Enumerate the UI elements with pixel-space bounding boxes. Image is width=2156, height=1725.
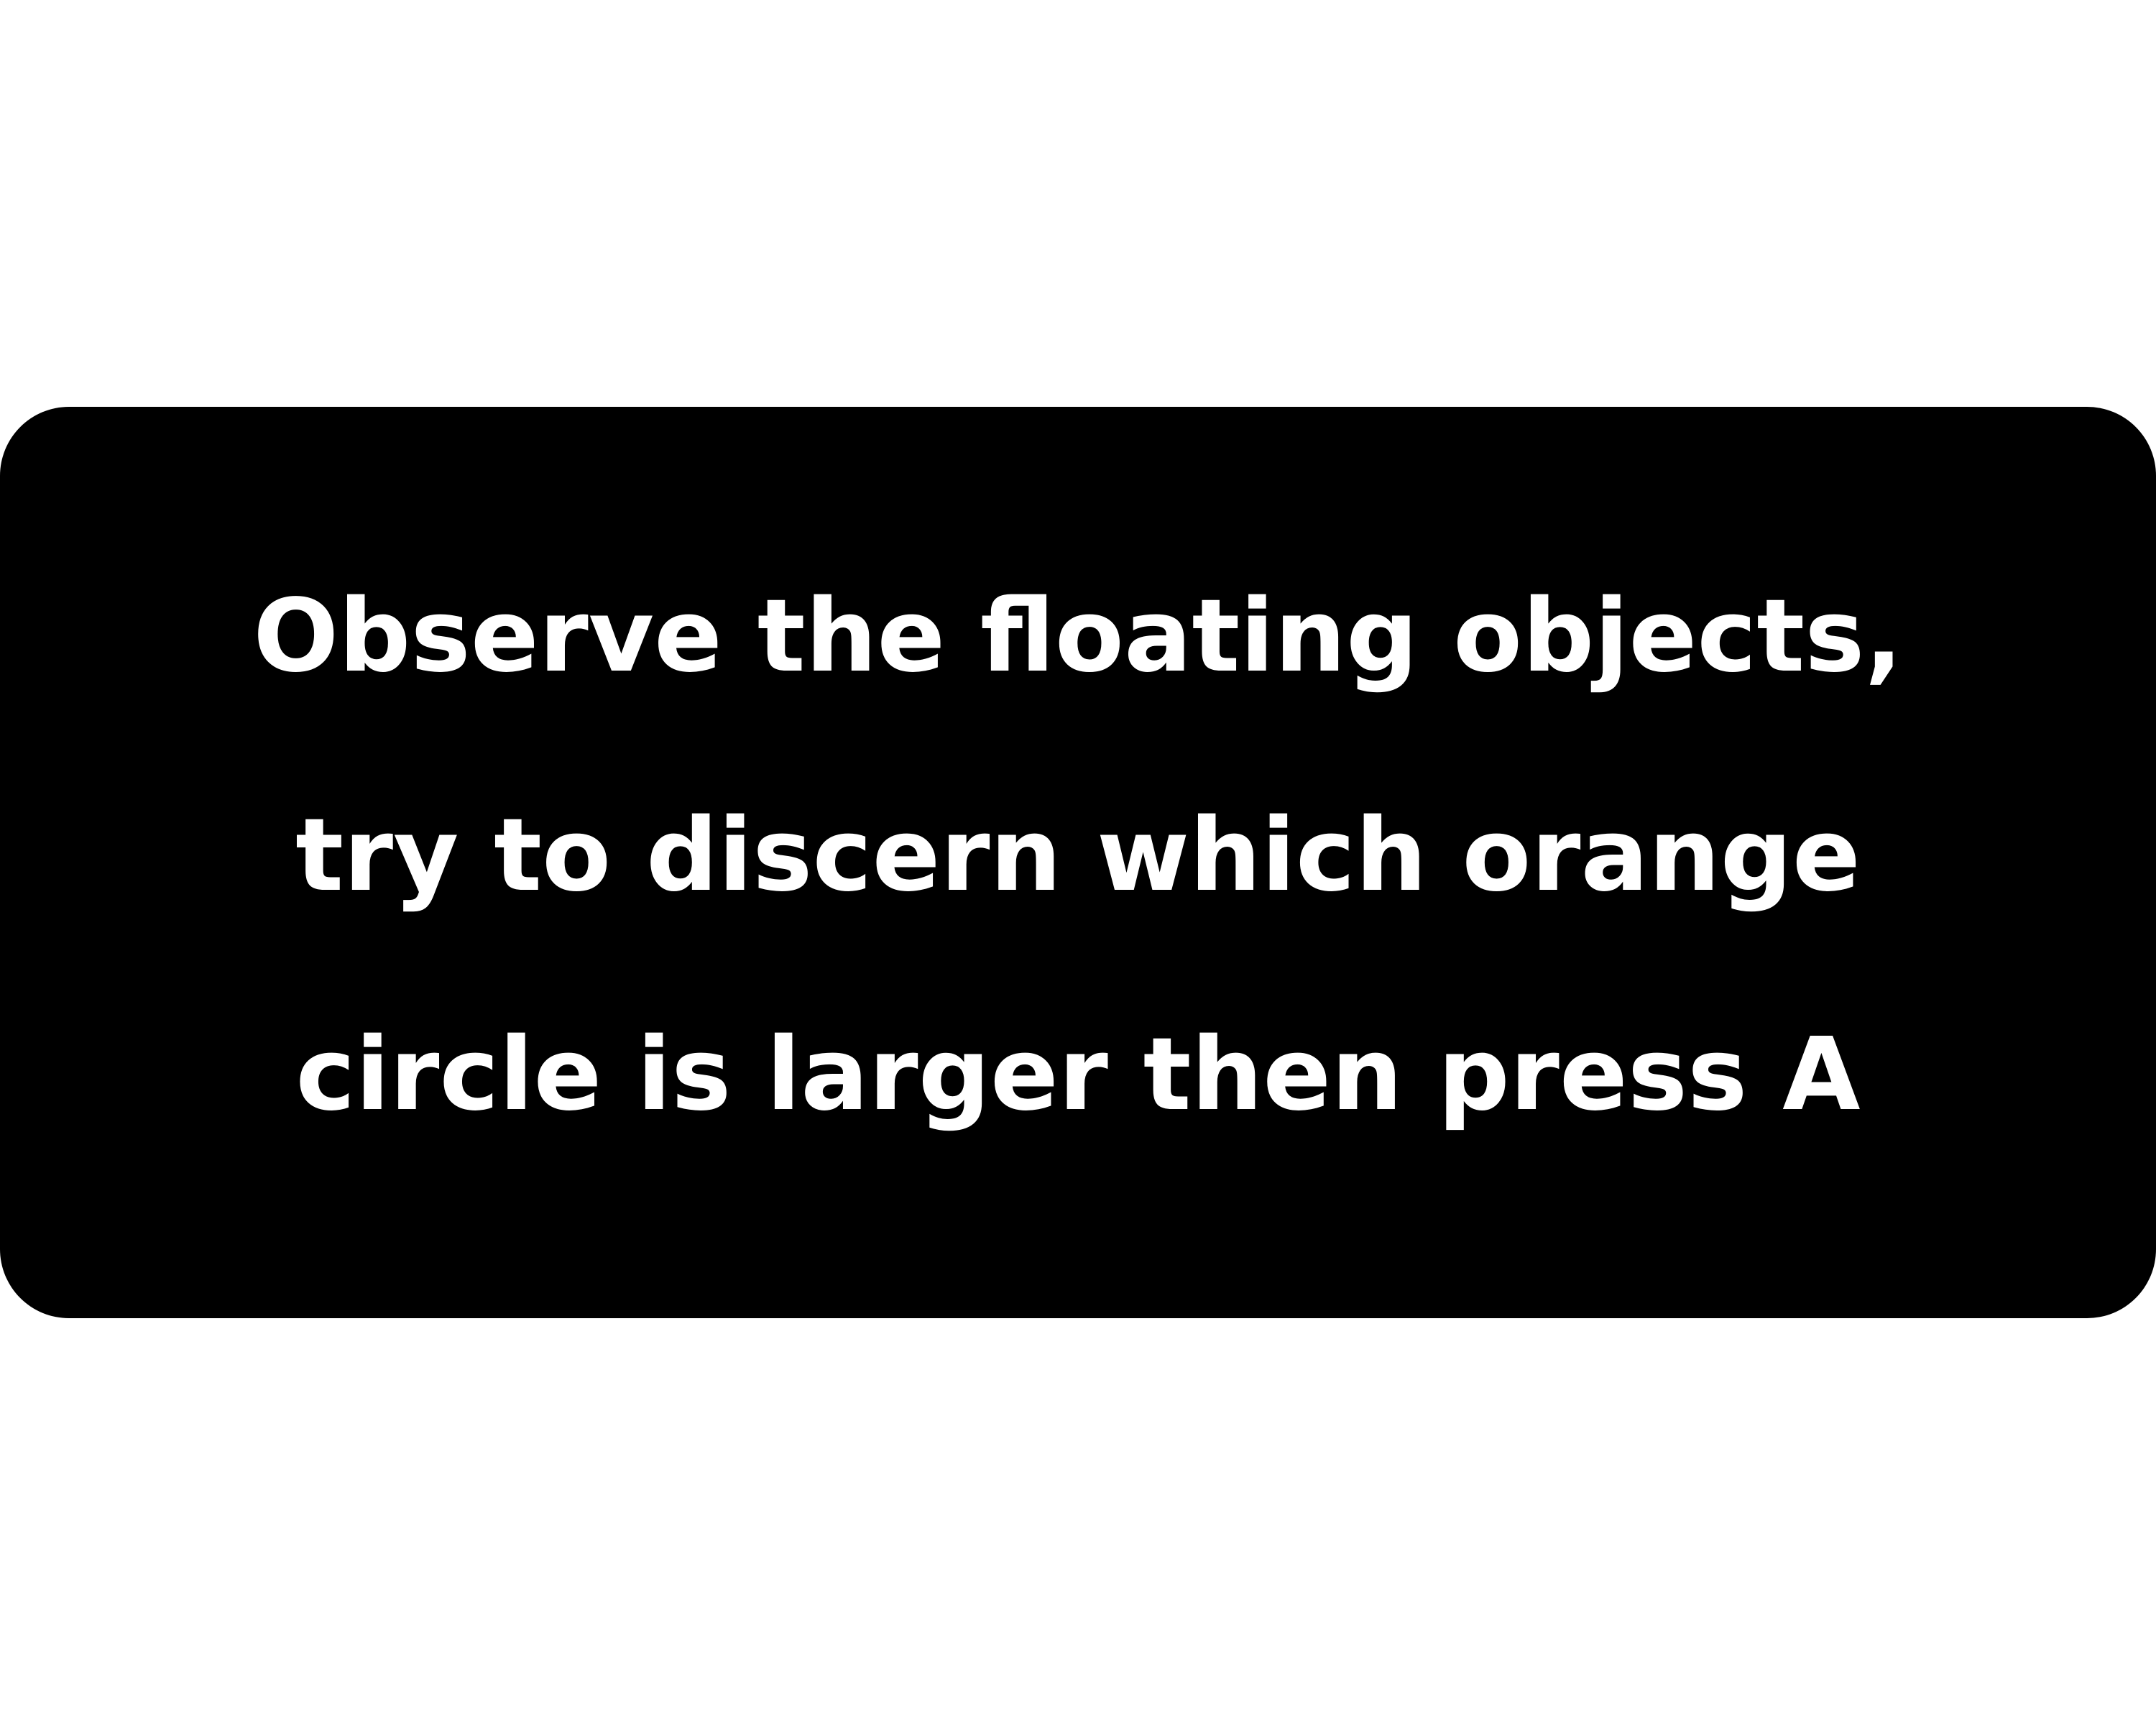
instruction-text: Observe the floating objects, try to dis… [253, 527, 1903, 1184]
instruction-line-1: Observe the floating objects, [253, 577, 1903, 695]
instruction-line-2: try to discern which orange [295, 796, 1861, 914]
instruction-panel: Observe the floating objects, try to dis… [0, 407, 2156, 1318]
instruction-line-3: circle is larger then press A [295, 1016, 1861, 1133]
